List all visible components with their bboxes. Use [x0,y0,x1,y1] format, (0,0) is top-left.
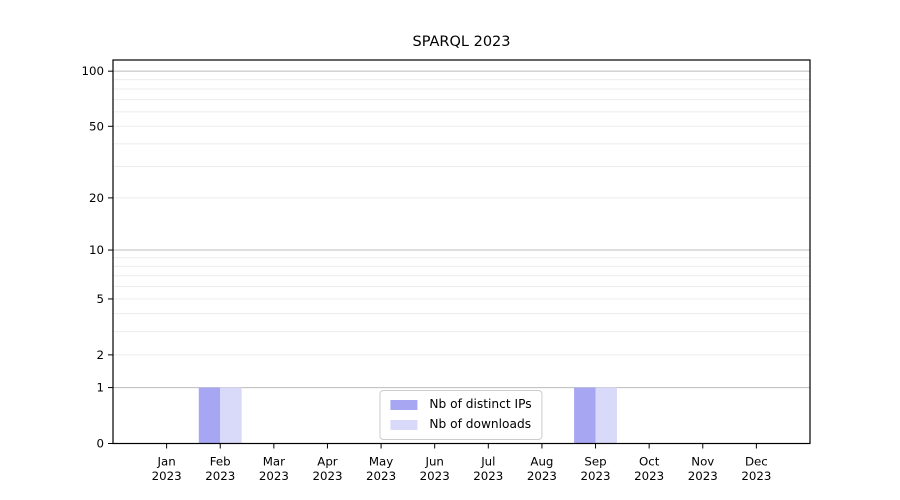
x-tick-label-year: 2023 [152,469,182,483]
x-tick-label-year: 2023 [741,469,771,483]
x-tick-label-year: 2023 [366,469,396,483]
bar-distinct-ips-sep [574,387,596,444]
y-tick-label: 100 [81,64,104,78]
x-tick-label-year: 2023 [634,469,664,483]
legend: Nb of distinct IPs Nb of downloads [379,390,543,440]
x-tick-label-month: Mar [263,455,285,469]
x-tick-label-year: 2023 [527,469,557,483]
legend-swatch-distinct-ips [390,399,418,410]
x-tick-label-year: 2023 [205,469,235,483]
x-tick-label-month: Apr [317,455,338,469]
legend-swatch-downloads [390,419,418,430]
x-tick-label-month: Oct [639,455,660,469]
x-tick-label-month: Aug [530,455,553,469]
legend-label-downloads: Nb of downloads [429,417,532,432]
x-tick-label-year: 2023 [312,469,342,483]
bar-downloads-feb [220,387,242,444]
x-tick-label-month: Jan [157,455,176,469]
x-tick-label-month: Nov [691,455,714,469]
x-tick-label-month: Jul [480,455,495,469]
y-tick-label: 0 [96,437,104,451]
x-tick-label-month: Dec [745,455,768,469]
x-tick-label-year: 2023 [581,469,611,483]
chart-title: SPARQL 2023 [412,34,511,50]
x-tick-label-month: Sep [584,455,606,469]
bar-downloads-sep [595,387,617,444]
y-tick-label: 20 [89,191,104,205]
x-tick-label-year: 2023 [473,469,503,483]
bar-distinct-ips-feb [198,387,221,444]
x-tick-label-month: Feb [210,455,231,469]
legend-item-distinct-ips: Nb of distinct IPs [390,397,532,412]
y-tick-label: 10 [89,243,104,257]
legend-item-downloads: Nb of downloads [390,417,531,432]
x-tick-label-year: 2023 [420,469,450,483]
x-tick-label-year: 2023 [688,469,718,483]
legend-label-distinct-ips: Nb of distinct IPs [429,397,532,411]
y-tick-label: 2 [96,348,104,362]
x-tick-label-year: 2023 [259,469,289,483]
y-tick-label: 50 [89,119,104,133]
x-tick-label-month: May [369,455,393,469]
y-tick-label: 5 [96,292,104,306]
x-tick-label-month: Jun [424,455,443,469]
plot-border [112,59,811,445]
y-tick-label: 1 [96,381,104,395]
